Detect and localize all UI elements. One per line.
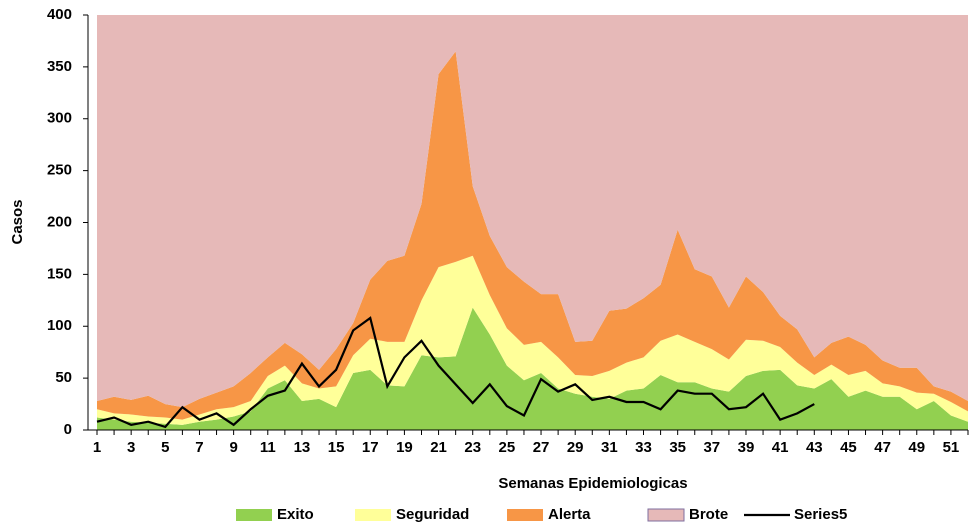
line xyxy=(96,316,815,429)
legend-swatch xyxy=(236,509,272,521)
x-axis-title: Semanas Epidemiologicas xyxy=(498,475,687,492)
x-tick-label: 29 xyxy=(567,439,584,456)
y-tick-label: 350 xyxy=(47,58,72,75)
legend-swatch xyxy=(507,509,543,521)
x-tick-label: 27 xyxy=(533,439,550,456)
x-tick-label: 17 xyxy=(362,439,379,456)
y-tick-label: 400 xyxy=(47,6,72,23)
y-tick-label: 200 xyxy=(47,213,72,230)
y-tick-label: 300 xyxy=(47,110,72,127)
legend-label: Alerta xyxy=(548,506,591,523)
legend-item: Brote xyxy=(647,506,728,523)
x-tick-label: 11 xyxy=(260,439,276,456)
x-tick-label: 33 xyxy=(635,439,652,456)
x-tick-label: 35 xyxy=(669,439,686,456)
legend-item: Seguridad xyxy=(355,506,469,523)
x-tick-label: 45 xyxy=(840,439,857,456)
x-tick-label: 41 xyxy=(772,439,789,456)
x-tick-label: 1 xyxy=(93,439,101,456)
x-tick-label: 37 xyxy=(703,439,720,456)
x-tick-label: 47 xyxy=(874,439,891,456)
y-tick-label: 50 xyxy=(55,369,72,386)
x-tick-label: 51 xyxy=(943,439,960,456)
legend-item: Exito xyxy=(236,506,314,523)
y-tick-label: 150 xyxy=(47,265,72,282)
x-tick-label: 13 xyxy=(294,439,311,456)
legend-label: Brote xyxy=(689,506,728,523)
legend-label: Seguridad xyxy=(396,506,469,523)
x-tick-label: 31 xyxy=(601,439,618,456)
legend-item: Series5 xyxy=(744,506,847,523)
x-tick-label: 25 xyxy=(499,439,516,456)
area xyxy=(97,307,968,430)
area xyxy=(97,51,968,420)
x-tick-label: 21 xyxy=(430,439,447,456)
x-tick-label: 23 xyxy=(464,439,481,456)
legend-swatch xyxy=(355,509,391,521)
legend-label: Series5 xyxy=(794,506,847,523)
x-tick-label: 7 xyxy=(195,439,203,456)
legend-item: Alerta xyxy=(507,506,591,523)
area xyxy=(97,15,968,408)
legend-label: Exito xyxy=(277,506,314,523)
x-tick-label: 39 xyxy=(738,439,755,456)
y-tick-label: 0 xyxy=(64,421,72,438)
x-tick-label: 3 xyxy=(127,439,135,456)
x-tick-label: 49 xyxy=(908,439,925,456)
x-tick-label: 9 xyxy=(229,439,237,456)
x-tick-label: 19 xyxy=(396,439,413,456)
legend-swatch xyxy=(647,508,685,522)
x-tick-label: 15 xyxy=(328,439,345,456)
y-tick-label: 250 xyxy=(47,162,72,179)
y-tick-label: 100 xyxy=(47,317,72,334)
x-tick-label: 5 xyxy=(161,439,169,456)
y-axis-title: Casos xyxy=(9,199,26,244)
x-tick-label: 43 xyxy=(806,439,823,456)
